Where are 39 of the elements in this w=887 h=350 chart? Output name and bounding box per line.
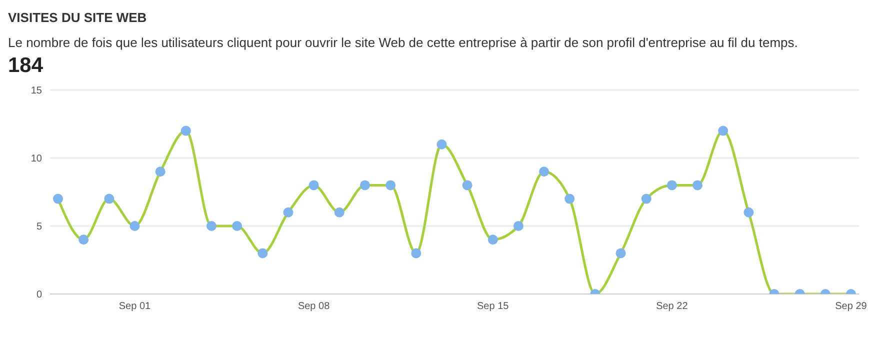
point: [386, 180, 396, 190]
point: [180, 126, 191, 136]
point: [488, 234, 498, 245]
point: [666, 180, 677, 190]
point: [104, 194, 114, 204]
point: [334, 207, 344, 218]
x-tick-label: Sep 29: [835, 301, 868, 312]
y-tick-label: 0: [36, 290, 42, 301]
y-tick-label: 15: [30, 86, 42, 97]
chart-title: VISITES DU SITE WEB: [8, 10, 148, 25]
point: [130, 221, 140, 231]
point: [283, 207, 294, 218]
point: [308, 180, 319, 190]
point: [53, 194, 63, 204]
text: 184: [8, 54, 44, 78]
point: [692, 180, 703, 190]
point: [436, 139, 447, 150]
x-tick-label: Sep 15: [477, 301, 510, 312]
point: [513, 221, 524, 231]
point: [78, 234, 89, 245]
point: [539, 166, 550, 177]
x-tick-label: Sep 01: [118, 301, 152, 312]
point: [360, 180, 370, 190]
point: [744, 207, 754, 218]
x-tick-label: Sep 22: [656, 301, 688, 312]
chart-subtitle: Le nombre de fois que les utilisateurs cliquent pour ouvrir le site Web de cette entreprise à partir de son profil d'entreprise au fil du temps.: [8, 35, 799, 50]
y-tick-label: 10: [30, 154, 42, 165]
point: [718, 126, 728, 136]
point: [232, 221, 242, 231]
y-tick-label: 5: [36, 222, 42, 233]
x-tick-label: Sep 08: [298, 301, 330, 312]
point: [411, 248, 422, 258]
point: [206, 221, 216, 231]
point: [641, 194, 652, 204]
point: [462, 180, 472, 190]
point: [616, 248, 626, 258]
point: [155, 166, 166, 177]
point: [258, 248, 268, 258]
point: [564, 194, 575, 204]
